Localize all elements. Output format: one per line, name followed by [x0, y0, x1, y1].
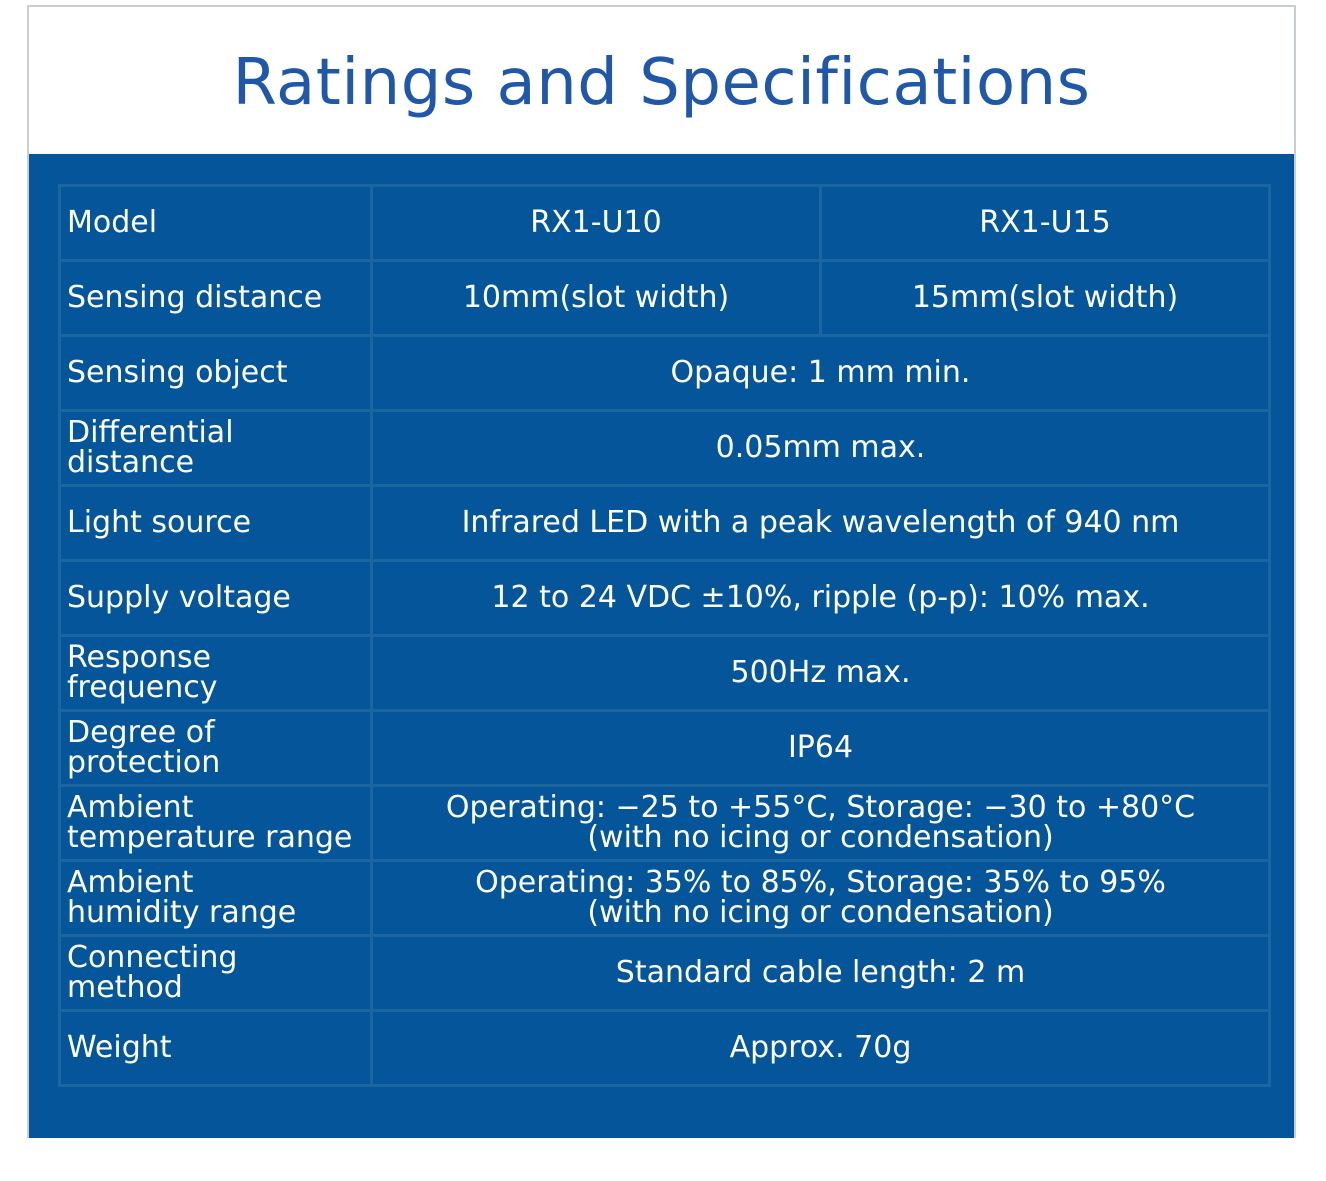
row-label: Sensing distance [58, 259, 373, 337]
row-value: Infrared LED with a peak wavelength of 9… [370, 484, 1271, 562]
row-value: Opaque: 1 mm min. [370, 334, 1271, 412]
row-value: Operating: −25 to +55°C, Storage: −30 to… [370, 784, 1271, 862]
header: Ratings and Specifications [29, 7, 1294, 154]
value-line: (with no icing or condensation) [587, 895, 1054, 930]
label-line: Ambient [67, 790, 194, 825]
row-label: Response frequency [58, 634, 373, 712]
table-row-response-frequency: Response frequency 500Hz max. [58, 634, 1271, 712]
row-label: Ambient temperature range [58, 784, 373, 862]
row-label: Ambient humidity range [58, 859, 373, 937]
label-line: frequency [67, 670, 218, 705]
row-value: IP64 [370, 709, 1271, 787]
table-row-supply-voltage: Supply voltage 12 to 24 VDC ±10%, ripple… [58, 559, 1271, 637]
sensing-distance-u10: 10mm(slot width) [370, 259, 822, 337]
table-row-sensing-distance: Sensing distance 10mm(slot width) 15mm(s… [58, 259, 1271, 337]
spec-panel: Model RX1-U10 RX1-U15 Sensing distance 1… [29, 154, 1294, 1138]
row-label: Light source [58, 484, 373, 562]
label-line: distance [67, 445, 195, 480]
label-line: Differential [67, 415, 234, 450]
table-row-ambient-humidity: Ambient humidity range Operating: 35% to… [58, 859, 1271, 937]
table-row-ambient-temperature: Ambient temperature range Operating: −25… [58, 784, 1271, 862]
row-label: Differential distance [58, 409, 373, 487]
label-line: Degree of [67, 715, 215, 750]
row-value: 500Hz max. [370, 634, 1271, 712]
row-value: 0.05mm max. [370, 409, 1271, 487]
row-value: 12 to 24 VDC ±10%, ripple (p-p): 10% max… [370, 559, 1271, 637]
label-line: protection [67, 745, 221, 780]
model-cell-u15: RX1-U15 [819, 184, 1271, 262]
label-line: Ambient [67, 865, 194, 900]
row-label: Weight [58, 1009, 373, 1087]
page-title: Ratings and Specifications [232, 45, 1091, 120]
row-label: Supply voltage [58, 559, 373, 637]
value-line: Operating: 35% to 85%, Storage: 35% to 9… [475, 865, 1166, 900]
row-value: Standard cable length: 2 m [370, 934, 1271, 1012]
table-row-weight: Weight Approx. 70g [58, 1009, 1271, 1087]
table-row-model: Model RX1-U10 RX1-U15 [58, 184, 1271, 262]
table-row-sensing-object: Sensing object Opaque: 1 mm min. [58, 334, 1271, 412]
row-label: Degree of protection [58, 709, 373, 787]
row-value: Approx. 70g [370, 1009, 1271, 1087]
spec-sheet: Ratings and Specifications Model RX1-U10… [27, 5, 1296, 1138]
row-value: Operating: 35% to 85%, Storage: 35% to 9… [370, 859, 1271, 937]
row-label: Model [58, 184, 373, 262]
row-label: Sensing object [58, 334, 373, 412]
label-line: method [67, 970, 183, 1005]
value-line: (with no icing or condensation) [587, 820, 1054, 855]
value-line: Operating: −25 to +55°C, Storage: −30 to… [445, 790, 1196, 825]
label-line: temperature range [67, 820, 353, 855]
table-row-light-source: Light source Infrared LED with a peak wa… [58, 484, 1271, 562]
label-line: Connecting [67, 940, 238, 975]
label-line: humidity range [67, 895, 297, 930]
sensing-distance-u15: 15mm(slot width) [819, 259, 1271, 337]
row-label: Connecting method [58, 934, 373, 1012]
table-row-connecting-method: Connecting method Standard cable length:… [58, 934, 1271, 1012]
specifications-table: Model RX1-U10 RX1-U15 Sensing distance 1… [58, 184, 1271, 1087]
label-line: Response [67, 640, 212, 675]
model-cell-u10: RX1-U10 [370, 184, 822, 262]
table-row-differential-distance: Differential distance 0.05mm max. [58, 409, 1271, 487]
table-row-degree-of-protection: Degree of protection IP64 [58, 709, 1271, 787]
